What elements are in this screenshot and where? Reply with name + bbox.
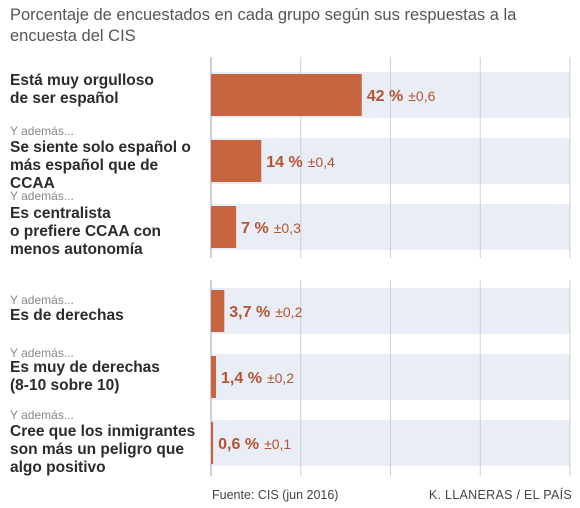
row-prefix: Y además... [10, 408, 74, 422]
row-label-line: Cree que los inmigrantes [10, 423, 196, 440]
row-prefix: Y además... [10, 346, 74, 360]
row-label-line: Se siente solo español o [10, 139, 191, 156]
row-label: Cree que los inmigrantes son más un pelig… [10, 423, 205, 477]
value-label: 1,4 % ±0,2 [221, 370, 294, 387]
row-prefix: Y además... [10, 189, 74, 203]
row-label: Es centralista o prefiere CCAA con menos a… [10, 205, 205, 259]
bar [211, 422, 214, 464]
value-label: 14 % ±0,4 [266, 154, 335, 171]
value-error: ±0,4 [308, 154, 335, 170]
row-label-line: Es centralista [10, 205, 111, 222]
row-label-line: algo positivo [10, 459, 106, 476]
row-label: Se siente solo español o más español que … [10, 139, 205, 193]
row-label-line: Es muy de derechas [10, 359, 160, 376]
value-label: 42 % ±0,6 [367, 88, 436, 105]
row-label-line: (8-10 sobre 10) [10, 377, 120, 394]
value-label: 0,6 % ±0,1 [218, 436, 291, 453]
value-error: ±0,6 [408, 88, 435, 104]
row-label-line: más español que de CCAA [10, 157, 159, 192]
row-label-line: menos autonomía [10, 241, 143, 258]
value-label: 3,7 % ±0,2 [229, 304, 302, 321]
value-error: ±0,1 [264, 436, 291, 452]
value-percent: 3,7 % [229, 304, 270, 321]
bar [211, 206, 237, 248]
row-prefix: Y además... [10, 124, 74, 138]
value-percent: 0,6 % [218, 436, 259, 453]
row-label: Está muy orgulloso de ser español [10, 72, 205, 108]
row-label: Es de derechas [10, 307, 205, 325]
bar [211, 290, 225, 332]
row-label-line: de ser español [10, 90, 119, 107]
value-percent: 42 % [367, 88, 403, 105]
bar [211, 74, 362, 116]
source-note: Fuente: CIS (jun 2016) [212, 488, 339, 502]
bar [211, 140, 262, 182]
bar [211, 356, 217, 398]
row-label-line: son más un peligro que [10, 441, 184, 458]
value-percent: 1,4 % [221, 370, 262, 387]
value-label: 7 % ±0,3 [241, 220, 301, 237]
row-label-line: Está muy orgulloso [10, 72, 154, 89]
value-error: ±0,2 [267, 370, 294, 386]
row-label-line: Es de derechas [10, 307, 124, 324]
value-error: ±0,3 [274, 220, 301, 236]
row-label: Es muy de derechas (8-10 sobre 10) [10, 359, 205, 395]
row-label-line: o prefiere CCAA con [10, 223, 162, 240]
value-error: ±0,2 [275, 304, 302, 320]
chart-subtitle: Porcentaje de encuestados en cada grupo … [10, 6, 517, 45]
value-percent: 7 % [241, 220, 269, 237]
row-prefix: Y además... [10, 293, 74, 307]
credit-note: K. LLANERAS / EL PAÍS [428, 488, 572, 502]
value-percent: 14 % [266, 154, 302, 171]
